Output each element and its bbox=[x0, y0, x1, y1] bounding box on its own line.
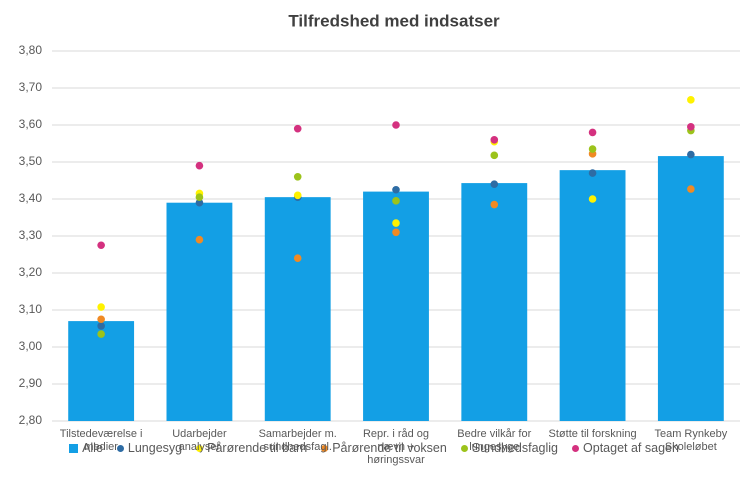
x-tick-label: Udarbejder analyser bbox=[172, 428, 227, 453]
dot bbox=[490, 200, 499, 209]
dot bbox=[687, 96, 695, 104]
dot bbox=[490, 180, 499, 188]
x-tick-label: Støtte til forskning bbox=[548, 428, 637, 440]
dot bbox=[392, 185, 400, 194]
dot bbox=[195, 193, 204, 201]
chart-title: Tilfredshed med indsatser bbox=[288, 11, 500, 30]
y-tick-label: 3,40 bbox=[19, 191, 43, 205]
y-tick-label: 2,90 bbox=[19, 376, 43, 390]
legend-item: Optaget af sagen bbox=[572, 441, 679, 455]
dot bbox=[97, 330, 105, 338]
x-tick-label: Bedre vilkår for lungesyge bbox=[457, 428, 532, 453]
y-tick-label: 3,60 bbox=[19, 117, 43, 131]
legend-item: Lungesyg bbox=[116, 441, 183, 455]
legend-label: Lungesyg bbox=[127, 441, 183, 455]
legend-swatch bbox=[196, 444, 204, 452]
x-tick-label: Repr. i råd og nævn + høringssvar bbox=[362, 428, 430, 466]
bar bbox=[166, 202, 233, 421]
dot bbox=[195, 235, 204, 244]
dot bbox=[293, 173, 302, 181]
dot bbox=[195, 198, 204, 207]
y-tick-label: 3,00 bbox=[19, 339, 43, 353]
bar bbox=[264, 197, 331, 421]
dot bbox=[490, 136, 499, 144]
dot bbox=[392, 219, 400, 227]
y-tick-label: 3,80 bbox=[19, 43, 43, 57]
legend-swatch bbox=[572, 444, 580, 452]
dot bbox=[392, 197, 400, 205]
legend-swatch bbox=[69, 443, 79, 453]
legend-swatch bbox=[116, 444, 124, 452]
dot bbox=[97, 315, 105, 324]
legend-item: Sundhedsfaglig bbox=[460, 441, 559, 455]
dot bbox=[687, 150, 695, 159]
y-tick-label: 3,50 bbox=[19, 154, 43, 168]
legend: Alle Lungesyg Pårørende til barn Pårørende … bbox=[0, 441, 748, 455]
dot bbox=[588, 169, 597, 177]
legend-item: Pårørende til barn bbox=[196, 441, 307, 455]
dot bbox=[687, 185, 695, 193]
legend-label: Pårørende til voksen bbox=[332, 441, 447, 455]
dot bbox=[293, 124, 302, 133]
dot bbox=[588, 145, 597, 153]
legend-swatch bbox=[321, 444, 329, 452]
dot bbox=[97, 322, 105, 330]
dot bbox=[97, 241, 105, 250]
y-tick-label: 3,10 bbox=[19, 302, 43, 316]
x-tick-label: Tilstedeværelse i medier bbox=[59, 428, 143, 453]
dot bbox=[195, 161, 204, 170]
y-tick-label: 3,70 bbox=[19, 80, 43, 94]
bar bbox=[559, 170, 626, 421]
legend-label: Alle bbox=[82, 441, 103, 455]
dot bbox=[490, 151, 499, 160]
dot bbox=[97, 303, 105, 311]
legend-label: Sundhedsfaglig bbox=[471, 441, 559, 455]
dot bbox=[392, 121, 400, 129]
x-tick-label: Team Rynkeby Skoleløbet bbox=[654, 428, 728, 453]
legend-item: Alle bbox=[69, 441, 103, 455]
y-tick-label: 3,30 bbox=[19, 228, 43, 242]
dot bbox=[392, 228, 400, 237]
dot bbox=[293, 254, 302, 262]
x-tick-label: Samarbejder m. sundhedsfagl. bbox=[258, 428, 337, 453]
dot bbox=[588, 195, 597, 203]
legend-label: Pårørende til barn bbox=[207, 441, 308, 455]
legend-item: Pårørende til voksen bbox=[321, 441, 447, 455]
legend-swatch bbox=[460, 444, 468, 452]
dot bbox=[687, 123, 695, 131]
dot bbox=[588, 128, 597, 137]
legend-label: Optaget af sagen bbox=[583, 441, 679, 455]
dot bbox=[293, 191, 302, 200]
y-tick-label: 2,80 bbox=[19, 413, 43, 427]
y-tick-label: 3,20 bbox=[19, 265, 43, 279]
bar bbox=[657, 156, 724, 421]
bar bbox=[461, 183, 528, 421]
